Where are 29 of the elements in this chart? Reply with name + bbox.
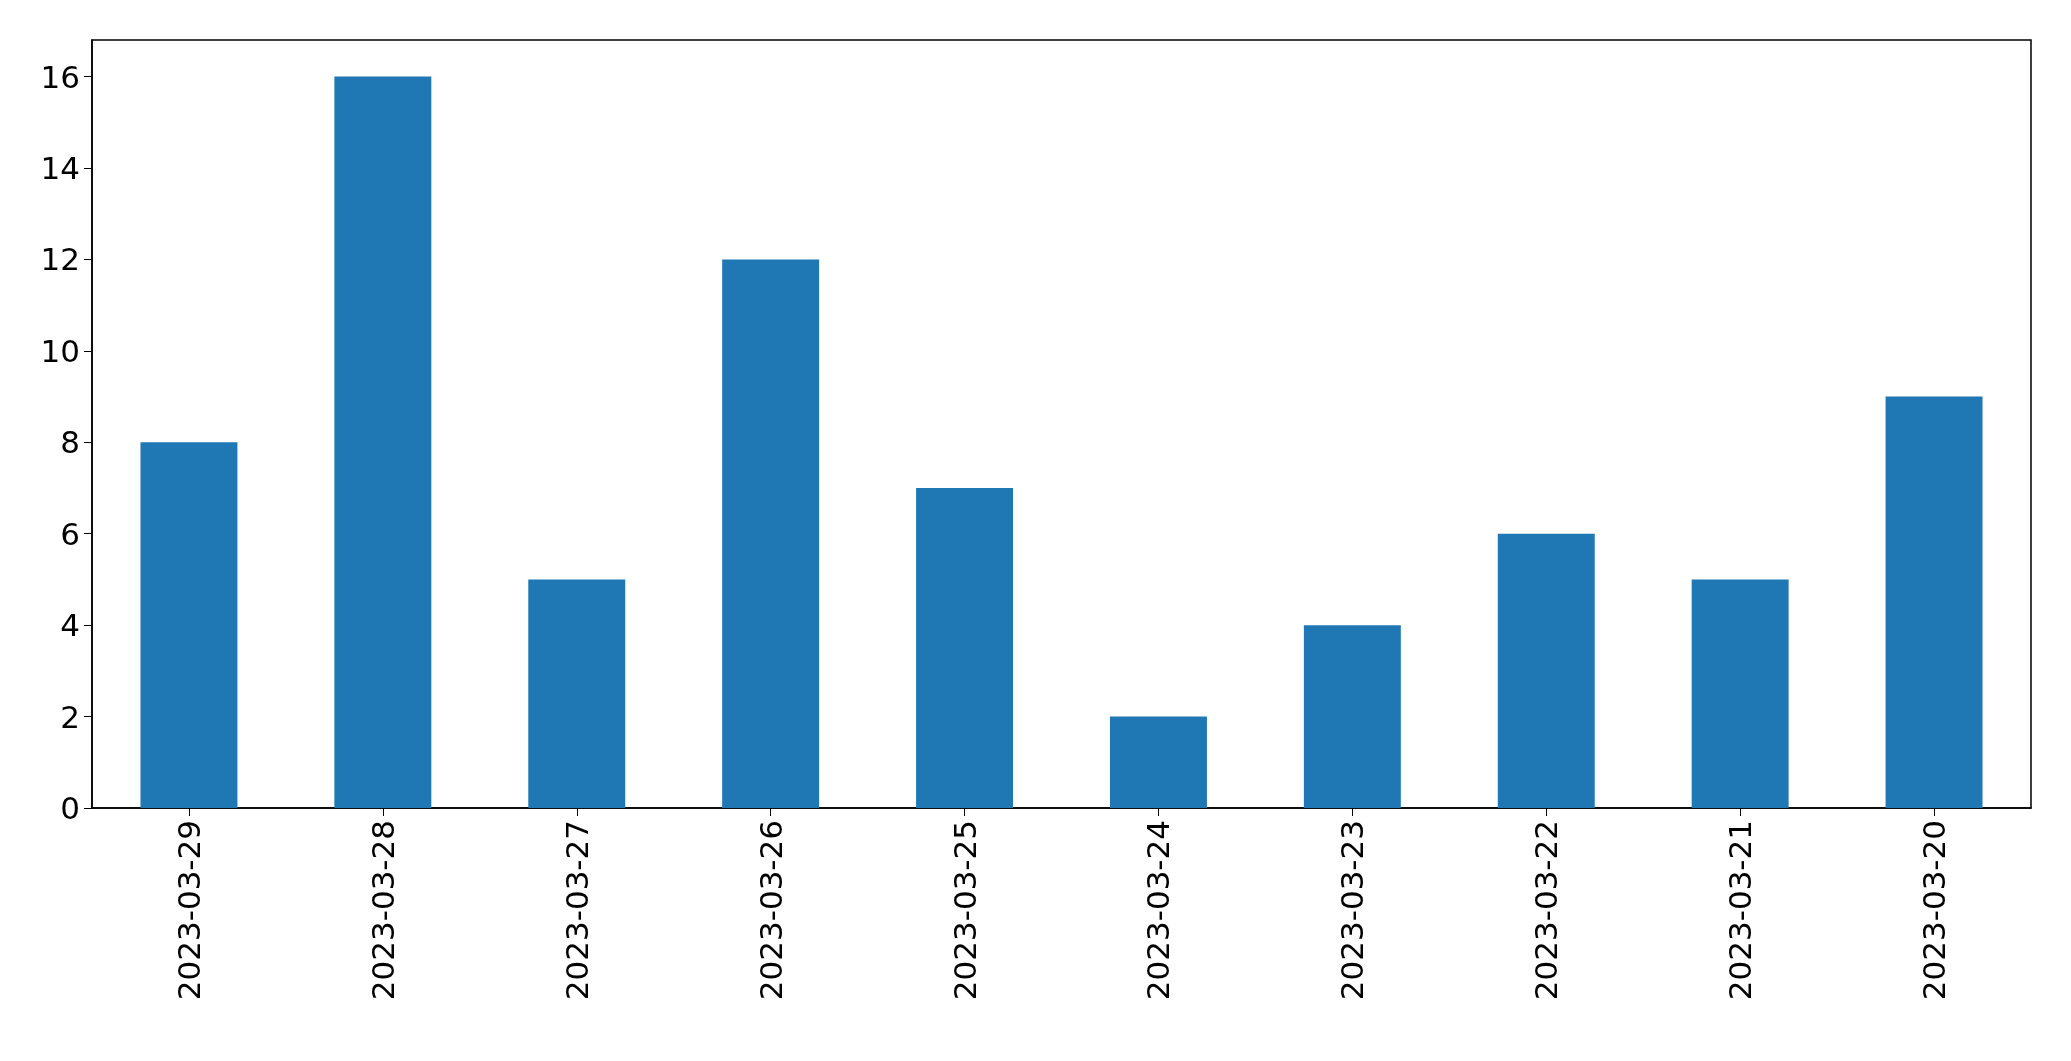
x-tick-label: 2023-03-25 [946,820,983,1001]
bar [1497,533,1595,808]
x-tick-label: 2023-03-26 [752,820,789,1001]
x-tick-label: 2023-03-22 [1528,820,1565,1001]
x-tick-label: 2023-03-27 [558,820,595,1001]
bar [334,76,432,808]
y-tick-label: 14 [40,150,80,186]
y-tick-label: 8 [60,424,80,461]
x-tick-label: 2023-03-24 [1140,820,1177,1001]
y-tick-label: 16 [40,58,80,95]
y-tick-label: 12 [40,241,80,278]
y-tick-label: 10 [40,332,80,369]
bar [1691,579,1789,808]
bar [722,259,820,808]
x-tick-label: 2023-03-28 [364,820,401,1001]
x-tick-label: 2023-03-21 [1722,820,1759,1001]
bar [1303,625,1401,808]
x-tick-label: 2023-03-20 [1916,820,1953,1001]
bar [1109,716,1207,808]
y-tick-label: 0 [60,790,80,826]
y-tick-label: 6 [60,515,80,552]
x-tick-label: 2023-03-23 [1334,820,1371,1001]
bar [140,442,238,808]
bar [1885,396,1983,808]
y-tick-label: 2 [60,698,80,735]
bar [528,579,626,808]
bar [916,488,1014,808]
x-tick-label: 2023-03-29 [170,820,207,1001]
y-tick-label: 4 [60,607,80,644]
